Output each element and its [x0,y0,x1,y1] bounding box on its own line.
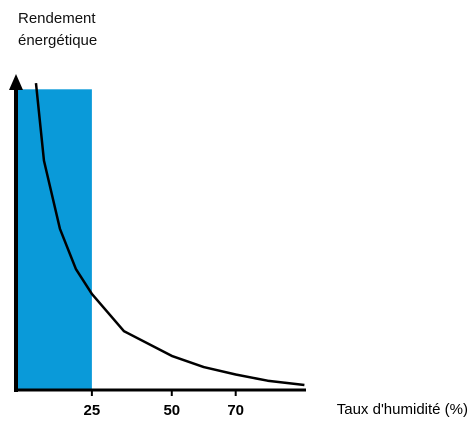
x-tick-label: 70 [227,402,244,419]
x-tick-label: 25 [84,402,101,419]
highlight-zone [16,89,92,391]
y-axis-label: Rendement énergétique [18,10,98,49]
x-axis-label: Taux d'humidité (%) [337,401,468,418]
x-tick-label: 50 [163,402,180,419]
y-axis-arrow [9,74,23,90]
curve [34,82,305,387]
